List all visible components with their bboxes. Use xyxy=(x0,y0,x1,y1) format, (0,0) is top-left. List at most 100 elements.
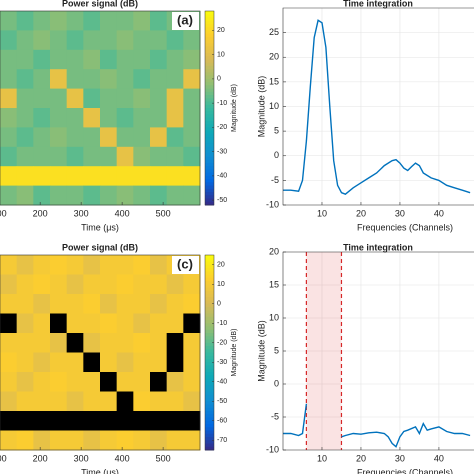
heatmap-cell xyxy=(150,11,168,31)
heatmap-cell xyxy=(150,391,168,412)
x-axis-label: Time (μs) xyxy=(81,467,119,474)
heatmap-cell xyxy=(150,146,168,167)
heatmap-cell xyxy=(0,88,18,109)
colorbar-segment xyxy=(205,59,214,64)
heatmap-cell xyxy=(50,430,68,451)
colorbar-label: Magnitude (dB) xyxy=(231,329,238,377)
heatmap-cell xyxy=(83,274,101,295)
colorbar-segment xyxy=(205,381,214,386)
heatmap-cell xyxy=(33,391,51,412)
heatmap-cell xyxy=(100,255,118,275)
heatmap-cell xyxy=(33,372,51,392)
heatmap-cell xyxy=(16,30,34,51)
heatmap-cell xyxy=(116,430,134,451)
colorbar-segment xyxy=(205,329,214,334)
heatmap-cell xyxy=(33,274,51,295)
colorbar-segment xyxy=(205,342,214,347)
colorbar-tick-label: -20 xyxy=(217,340,227,347)
colorbar-tick-label: 20 xyxy=(217,27,225,34)
heatmap-cell xyxy=(116,274,134,295)
colorbar-segment xyxy=(205,281,214,285)
heatmap-cell xyxy=(83,352,101,373)
heatmap-cell xyxy=(100,313,118,334)
heatmap-cell xyxy=(0,411,18,431)
colorbar-segment xyxy=(205,375,214,379)
chart-title: Power signal (dB) xyxy=(62,242,138,252)
y-tick-label: 5 xyxy=(274,126,279,136)
heatmap-cell xyxy=(100,88,118,109)
heatmap-cell xyxy=(66,88,84,109)
heatmap-cell xyxy=(33,127,51,148)
heatmap-cell xyxy=(66,108,84,128)
heatmap-cell xyxy=(133,411,151,431)
colorbar-segment xyxy=(205,98,214,103)
heatmap-cell xyxy=(183,333,201,353)
heatmap-cell xyxy=(116,49,134,70)
colorbar-segment xyxy=(205,78,214,83)
heatmap-cell xyxy=(116,372,134,392)
x-axis-label: Time (μs) xyxy=(81,222,119,232)
colorbar-segment xyxy=(205,150,214,154)
colorbar-segment xyxy=(205,290,214,295)
colorbar-segment xyxy=(205,69,214,73)
heatmap-cell xyxy=(0,166,18,187)
colorbar-tick-label: -50 xyxy=(217,398,227,405)
heatmap-cell xyxy=(66,274,84,295)
colorbar-tick-label: -60 xyxy=(217,418,227,425)
heatmap-cell xyxy=(183,146,201,167)
heatmap-cell xyxy=(150,166,168,187)
heatmap-cell xyxy=(16,411,34,431)
heatmap-cell xyxy=(150,30,168,51)
heatmap-cell xyxy=(133,255,151,275)
heatmap-cell xyxy=(133,108,151,128)
heatmap-cell xyxy=(166,166,184,187)
heatmap-cell xyxy=(133,333,151,353)
colorbar-tick-label: 20 xyxy=(217,262,225,269)
colorbar-segment xyxy=(205,287,214,292)
colorbar-segment xyxy=(205,75,214,80)
colorbar-segment xyxy=(205,420,214,425)
heatmap-cell xyxy=(33,30,51,51)
heatmap-cell xyxy=(150,411,168,431)
panel-label: (a) xyxy=(177,12,193,27)
colorbar-segment xyxy=(205,362,214,366)
y-tick-label: 20 xyxy=(269,52,279,62)
heatmap-cell xyxy=(66,185,84,206)
heatmap-cell xyxy=(83,294,101,314)
colorbar-segment xyxy=(205,33,214,38)
chart-title: Time integration xyxy=(343,242,413,252)
colorbar-segment xyxy=(205,313,214,318)
colorbar-segment xyxy=(205,30,214,35)
x-tick-label: 30 xyxy=(395,453,405,463)
heatmap-cell xyxy=(33,108,51,128)
heatmap-cell xyxy=(100,294,118,314)
heatmap-cell xyxy=(133,49,151,70)
colorbar-segment xyxy=(205,307,214,311)
colorbar-segment xyxy=(205,294,214,298)
heatmap-cell xyxy=(183,185,201,206)
heatmap-cell xyxy=(183,274,201,295)
heatmap-cell xyxy=(183,372,201,392)
colorbar-segment xyxy=(205,411,214,415)
heatmap-cell xyxy=(100,430,118,451)
colorbar-tick-label: 0 xyxy=(217,76,221,83)
y-axis-label: Magnitude (dB) xyxy=(256,320,266,382)
heatmap-cell xyxy=(116,255,134,275)
heatmap-cell xyxy=(16,430,34,451)
heatmap-cell xyxy=(116,391,134,412)
heatmap-cell xyxy=(183,49,201,70)
data-line xyxy=(283,403,471,448)
x-tick-label: 500 xyxy=(156,208,171,218)
colorbar-segment xyxy=(205,407,214,412)
colorbar-segment xyxy=(205,258,214,262)
heatmap-cell xyxy=(133,127,151,148)
panel-label-box xyxy=(172,256,199,274)
heatmap-cell xyxy=(100,411,118,431)
colorbar-segment xyxy=(205,179,214,183)
heatmap-cell xyxy=(83,411,101,431)
heatmap-cell xyxy=(100,372,118,392)
x-tick-label: 20 xyxy=(356,453,366,463)
heatmap-cell xyxy=(50,391,68,412)
heatmap-cell xyxy=(66,30,84,51)
